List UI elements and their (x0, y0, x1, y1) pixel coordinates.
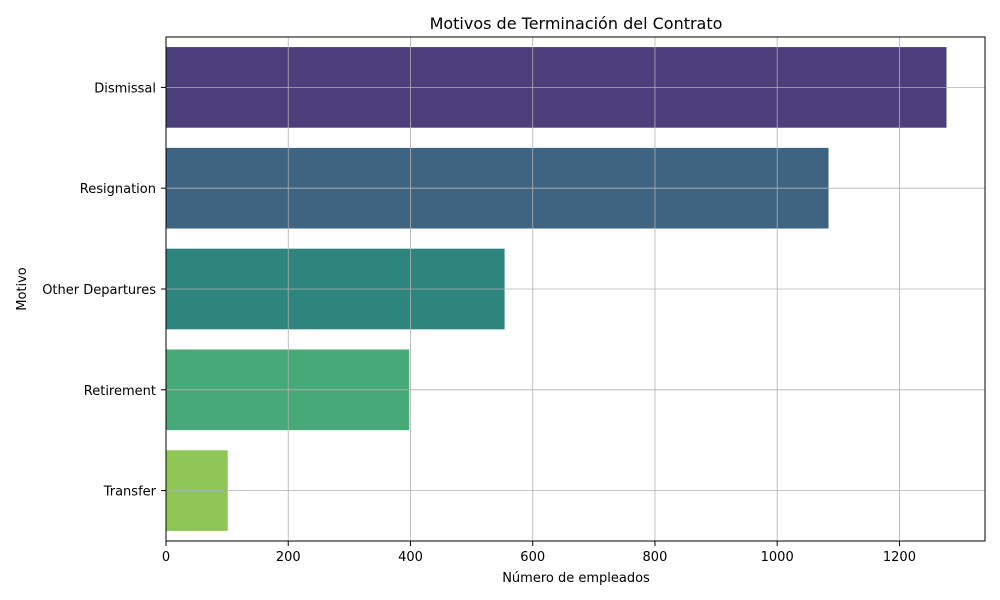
x-tick-label: 0 (162, 550, 170, 565)
chart-title: Motivos de Terminación del Contrato (430, 14, 723, 33)
y-axis-ticks: Dismissal Resignation Other Departures Reti… (42, 81, 166, 500)
x-tick-label: 400 (398, 550, 423, 565)
x-tick-label: 1000 (761, 550, 794, 565)
y-tick-label: Retirement (84, 384, 156, 399)
x-tick-label: 800 (643, 550, 668, 565)
y-tick-label: Other Departures (42, 283, 156, 298)
x-axis-label: Número de empleados (502, 571, 650, 586)
x-tick-label: 1200 (883, 550, 916, 565)
y-tick-label: Transfer (103, 485, 157, 500)
x-tick-label: 200 (276, 550, 301, 565)
y-tick-label: Dismissal (94, 81, 156, 96)
x-axis-ticks: 0 200 400 600 800 1000 1200 (162, 541, 916, 565)
y-axis-label: Motivo (15, 267, 30, 311)
x-tick-label: 600 (520, 550, 545, 565)
grid-lines (165, 37, 985, 541)
y-tick-label: Resignation (80, 182, 156, 197)
